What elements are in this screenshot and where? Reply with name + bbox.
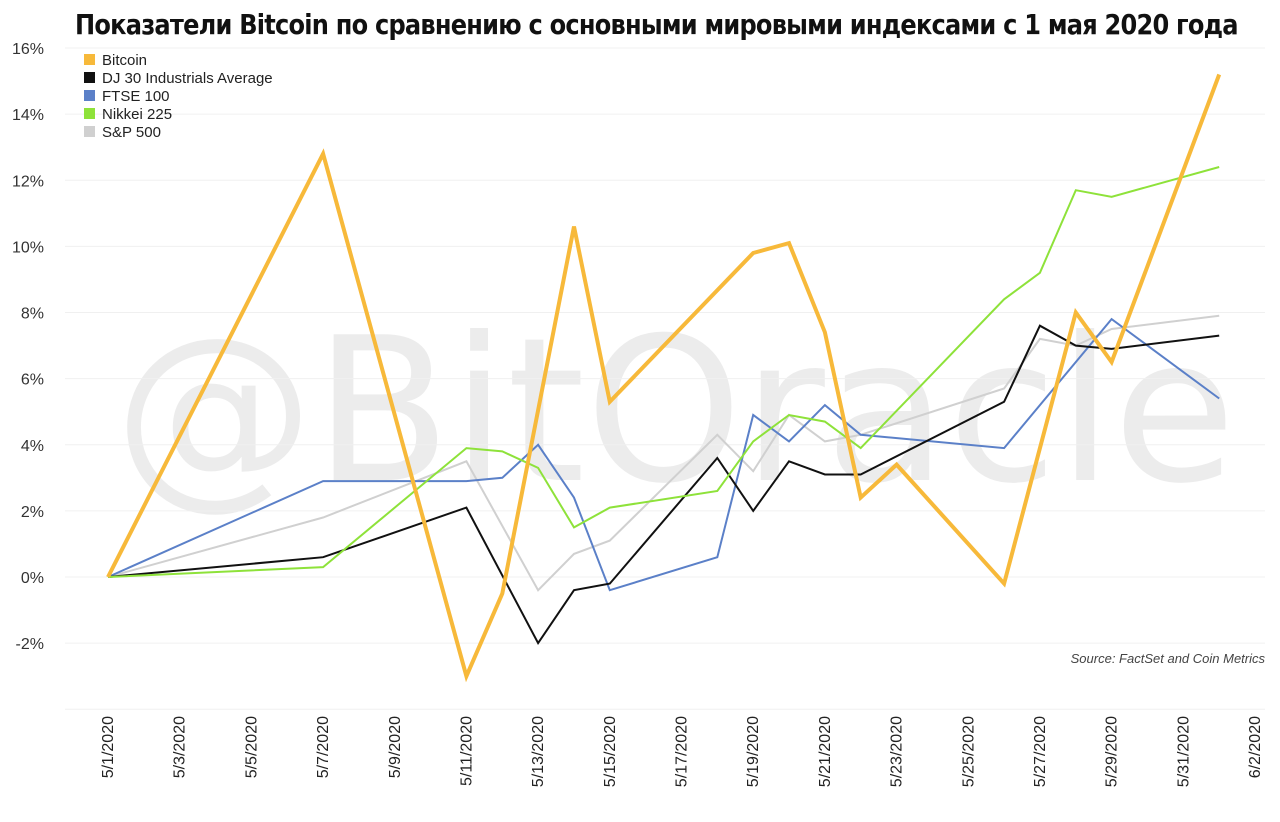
x-tick: 5/21/2020 <box>817 716 834 787</box>
x-tick: 5/27/2020 <box>1032 716 1049 787</box>
chart-title: Показатели Bitcoin по сравнению с основн… <box>75 8 1239 41</box>
series-line-ftse-100 <box>107 317 1220 592</box>
x-tick-label: 5/29/2020 <box>1104 716 1121 787</box>
x-tick-label: 5/11/2020 <box>458 716 475 786</box>
y-tick-label: 6% <box>21 372 44 389</box>
series-line-dj-30-industrials-average <box>107 324 1220 646</box>
x-tick: 6/2/2020 <box>1247 716 1264 778</box>
x-tick-label: 5/5/2020 <box>243 716 260 778</box>
legend-label: Bitcoin <box>102 52 147 69</box>
x-tick: 5/25/2020 <box>960 716 977 787</box>
x-tick: 5/29/2020 <box>1104 716 1121 787</box>
series-line-nikkei-225 <box>107 166 1220 578</box>
y-tick-label: 4% <box>21 438 44 455</box>
series-line-bitcoin <box>106 73 1222 683</box>
x-tick-label: 5/17/2020 <box>674 716 691 787</box>
legend-label: FTSE 100 <box>102 88 170 105</box>
y-tick-label: 2% <box>21 504 44 521</box>
x-tick-label: 6/2/2020 <box>1247 716 1264 778</box>
x-tick: 5/9/2020 <box>387 716 404 778</box>
legend-swatch <box>84 90 95 101</box>
x-tick: 5/17/2020 <box>674 716 691 787</box>
x-tick: 5/11/2020 <box>458 716 475 786</box>
watermark-layer: @BitOracle <box>114 295 1236 528</box>
legend-swatch <box>84 108 95 119</box>
x-tick-label: 5/7/2020 <box>315 716 332 778</box>
y-tick-label: 10% <box>12 239 44 256</box>
legend-swatch <box>84 54 95 65</box>
legend-swatch <box>84 126 95 137</box>
x-tick-label: 5/25/2020 <box>960 716 977 787</box>
legend-label: DJ 30 Industrials Average <box>102 70 273 87</box>
x-tick: 5/15/2020 <box>602 716 619 787</box>
watermark-text: @BitOracle <box>114 295 1236 528</box>
x-tick-label: 5/13/2020 <box>530 716 547 787</box>
x-tick-label: 5/31/2020 <box>1175 716 1192 787</box>
x-tick: 5/13/2020 <box>530 716 547 787</box>
x-tick: 5/5/2020 <box>243 716 260 778</box>
y-tick-label: 12% <box>12 173 44 190</box>
x-tick-label: 5/21/2020 <box>817 716 834 787</box>
series-line-s-p-500 <box>107 314 1220 592</box>
legend-swatch <box>84 72 95 83</box>
x-tick-label: 5/27/2020 <box>1032 716 1049 787</box>
x-tick: 5/1/2020 <box>100 716 117 778</box>
y-tick-label: 14% <box>12 107 44 124</box>
x-tick-label: 5/15/2020 <box>602 716 619 787</box>
source-note: Source: FactSet and Coin Metrics <box>1071 651 1266 666</box>
x-tick-label: 5/1/2020 <box>100 716 117 778</box>
source-layer: Source: FactSet and Coin Metrics <box>1071 651 1266 666</box>
x-tick: 5/23/2020 <box>889 716 906 787</box>
axis-layer: -2% 0% 2% 4% 6% 8% 10% 12% 14% 16% 5/1/2020 5/3/202… <box>12 41 1264 787</box>
x-tick-label: 5/9/2020 <box>387 716 404 778</box>
x-tick: 5/19/2020 <box>745 716 762 787</box>
x-tick: 5/3/2020 <box>172 716 189 778</box>
x-tick-label: 5/3/2020 <box>172 716 189 778</box>
y-tick-label: 0% <box>21 570 44 587</box>
y-tick-label: 16% <box>12 41 44 58</box>
x-tick: 5/7/2020 <box>315 716 332 778</box>
legend-label: S&P 500 <box>102 124 161 141</box>
grid-layer <box>65 47 1265 710</box>
legend-label: Nikkei 225 <box>102 106 172 123</box>
x-tick: 5/31/2020 <box>1175 716 1192 787</box>
x-tick-label: 5/19/2020 <box>745 716 762 787</box>
y-tick-label: 8% <box>21 306 44 323</box>
y-tick-label: -2% <box>16 636 44 653</box>
x-tick-label: 5/23/2020 <box>889 716 906 787</box>
series-layer <box>106 73 1222 683</box>
